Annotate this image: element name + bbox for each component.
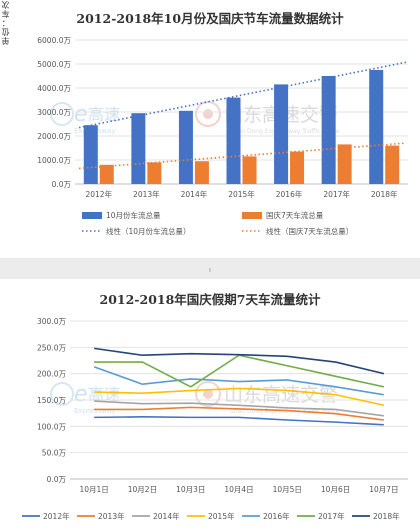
series-line-2013年 bbox=[94, 406, 384, 421]
bar-october bbox=[274, 84, 289, 184]
legend-label: 2018年 bbox=[373, 511, 400, 521]
watermark-glyph: e bbox=[74, 382, 88, 407]
series-line-2018年 bbox=[94, 347, 385, 375]
y-tick-label: 6000.0万 bbox=[37, 36, 71, 45]
legend-label: 线性（10月份车流总量） bbox=[106, 226, 191, 236]
bar-october bbox=[369, 70, 384, 184]
series-line-2016年 bbox=[93, 366, 384, 396]
x-tick-label: 10月7日 bbox=[369, 485, 398, 494]
x-tick-label: 10月5日 bbox=[273, 485, 302, 494]
legend-swatch bbox=[82, 212, 102, 219]
y-tick-label: 0.0万 bbox=[52, 180, 72, 189]
watermark-text: 山东高速交警 bbox=[224, 384, 338, 406]
expressway-logo bbox=[50, 102, 74, 126]
bar-october bbox=[131, 113, 146, 184]
police-emblem bbox=[195, 381, 221, 407]
legend-label: 2015年 bbox=[208, 511, 235, 521]
chart-title: 2012-2018年10月份及国庆节车流量数据统计 bbox=[76, 11, 344, 26]
y-tick-label: 250.0万 bbox=[37, 343, 66, 352]
y-tick-label: 300.0万 bbox=[37, 317, 66, 326]
x-tick-label: 10月1日 bbox=[79, 485, 108, 494]
legend-label: 2017年 bbox=[318, 511, 345, 521]
bar-national-day bbox=[290, 151, 305, 184]
police-emblem-core bbox=[203, 109, 213, 119]
chart-title: 2012-2018年国庆假期7天车流量统计 bbox=[99, 292, 321, 307]
y-tick-label: 0.0万 bbox=[47, 475, 67, 484]
legend-label: 2013年 bbox=[98, 511, 125, 521]
x-tick-label: 2016年 bbox=[276, 189, 303, 199]
legend-label: 线性（国庆7天车流总量） bbox=[266, 226, 353, 236]
x-tick-label: 10月4日 bbox=[224, 485, 253, 494]
watermark-subtext: Expressway bbox=[74, 407, 116, 415]
police-emblem-core bbox=[203, 389, 213, 399]
bar-october bbox=[321, 76, 336, 184]
y-tick-label: 4000.0万 bbox=[37, 84, 71, 93]
legend-label: 2014年 bbox=[153, 511, 180, 521]
y-tick-label: 2000.0万 bbox=[37, 132, 71, 141]
x-tick-label: 10月3日 bbox=[176, 485, 205, 494]
watermark-text: 高速 bbox=[88, 105, 120, 124]
watermark-text: 高速 bbox=[88, 385, 120, 404]
legend-label: 国庆7天车流总量 bbox=[266, 210, 324, 220]
bar-national-day bbox=[242, 156, 257, 184]
separator-mark: ı bbox=[209, 266, 211, 274]
x-tick-label: 2014年 bbox=[181, 189, 208, 199]
series-line-2015年 bbox=[94, 387, 385, 407]
legend-label: 2016年 bbox=[263, 511, 290, 521]
y-tick-label: 50.0万 bbox=[42, 449, 67, 458]
y-tick-label: 150.0万 bbox=[37, 396, 66, 405]
bar-national-day bbox=[99, 164, 114, 184]
x-tick-label: 2013年 bbox=[133, 189, 160, 199]
bar-national-day bbox=[194, 161, 209, 184]
x-tick-label: 2017年 bbox=[323, 189, 350, 199]
trendline bbox=[78, 142, 407, 170]
legend-label: 2012年 bbox=[43, 511, 70, 521]
watermark-subtext: Shan Dong Expressway Traffic Police bbox=[230, 408, 340, 415]
bar-national-day bbox=[337, 144, 352, 184]
x-tick-label: 2012年 bbox=[85, 189, 112, 199]
y-tick-label: 1000.0万 bbox=[37, 156, 71, 165]
y-tick-label: 100.0万 bbox=[37, 422, 66, 431]
bar-october bbox=[226, 97, 241, 184]
x-tick-label: 10月2日 bbox=[128, 485, 157, 494]
bar-october bbox=[178, 110, 193, 184]
series-line-2012年 bbox=[94, 416, 384, 426]
x-tick-label: 2015年 bbox=[228, 189, 255, 199]
bar-national-day bbox=[147, 162, 162, 184]
x-tick-label: 2018年 bbox=[371, 189, 398, 199]
chart-panel-october: 2012-2018年10月份及国庆节车流量数据统计 bbox=[0, 0, 420, 258]
bar-october bbox=[83, 125, 98, 184]
y-tick-label: 200.0万 bbox=[37, 370, 66, 379]
bar-national-day bbox=[385, 145, 400, 184]
line-chart: e 高速 Expressway 山东高速交警 Shan Dong Expressway … bbox=[22, 317, 408, 521]
series-line-2014年 bbox=[94, 400, 384, 417]
y-tick-label: 3000.0万 bbox=[37, 108, 71, 117]
legend-swatch bbox=[242, 212, 262, 219]
y-tick-label: 5000.0万 bbox=[37, 60, 71, 69]
expressway-logo bbox=[50, 382, 74, 406]
x-tick-label: 10月6日 bbox=[321, 485, 350, 494]
police-emblem bbox=[195, 101, 221, 127]
legend-label: 10月份车流总量 bbox=[106, 210, 161, 220]
watermark-glyph: e bbox=[74, 102, 88, 127]
